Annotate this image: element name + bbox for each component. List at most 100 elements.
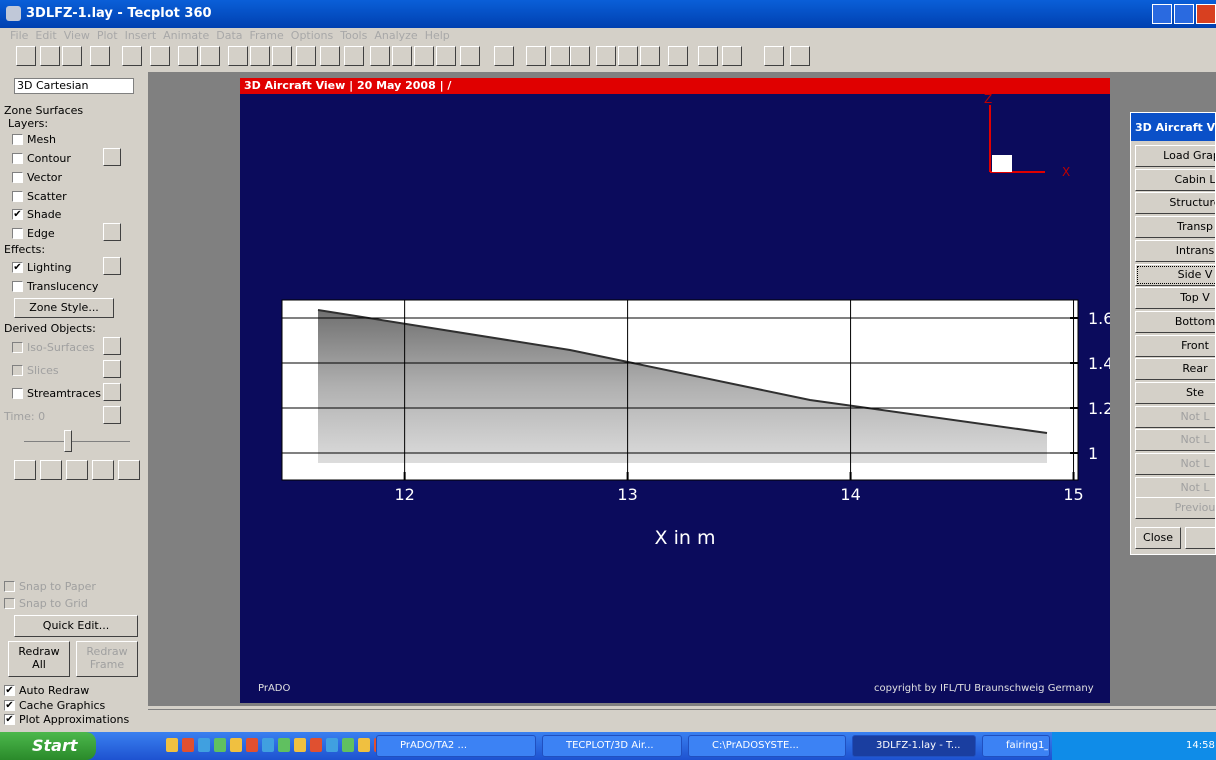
options-button[interactable] [103, 148, 121, 166]
taskbar-button[interactable] [852, 735, 976, 757]
zone-style-button[interactable]: Zone Style... [14, 298, 114, 318]
checkbox-label[interactable]: Lighting [27, 261, 72, 274]
slider-thumb[interactable] [64, 430, 72, 452]
toolbar-button[interactable] [640, 46, 660, 66]
checkbox-label[interactable]: Contour [27, 152, 71, 165]
checkbox-label[interactable]: Edge [27, 227, 55, 240]
menu-item[interactable]: Plot [96, 29, 118, 42]
toolbar-button[interactable] [122, 46, 142, 66]
options-button[interactable] [103, 383, 121, 401]
checkbox[interactable]: ✔ [4, 714, 15, 725]
quick-launch-icon[interactable] [342, 738, 354, 752]
redraw-all-button[interactable]: Redraw All [8, 641, 70, 677]
toolbar-button[interactable] [370, 46, 390, 66]
toolbar-button[interactable] [178, 46, 198, 66]
toolbar-button[interactable] [62, 46, 82, 66]
taskbar-button[interactable] [542, 735, 682, 757]
nav-button[interactable] [118, 460, 140, 480]
dialog-button[interactable]: Side V [1135, 263, 1215, 286]
quick-launch-icon[interactable] [182, 738, 194, 752]
quick-launch-icon[interactable] [198, 738, 210, 752]
dialog-button[interactable]: Intrans [1135, 239, 1215, 262]
checkbox-label[interactable]: Vector [27, 171, 63, 184]
menu-item[interactable]: Animate [163, 29, 210, 42]
taskbar-label[interactable]: PrADO/TA2 ... [400, 740, 467, 751]
toolbar-button[interactable] [436, 46, 456, 66]
toolbar-button[interactable] [16, 46, 36, 66]
toolbar-button[interactable] [272, 46, 292, 66]
checkbox[interactable] [12, 172, 23, 183]
checkbox-label[interactable]: Cache Graphics [19, 699, 106, 712]
checkbox-label[interactable]: Scatter [27, 190, 67, 203]
toolbar-button[interactable] [228, 46, 248, 66]
menu-item[interactable]: Insert [124, 29, 157, 42]
quick-launch-icon[interactable] [246, 738, 258, 752]
menu-item[interactable]: Options [290, 29, 334, 42]
dialog-button[interactable]: Cabin L [1135, 168, 1215, 191]
taskbar-label[interactable]: TECPLOT/3D Air... [566, 740, 654, 751]
nav-button[interactable] [14, 460, 36, 480]
toolbar-button[interactable] [764, 46, 784, 66]
quick-launch-icon[interactable] [310, 738, 322, 752]
nav-button[interactable] [92, 460, 114, 480]
nav-button[interactable] [66, 460, 88, 480]
taskbar-button[interactable] [376, 735, 536, 757]
checkbox[interactable]: ✔ [4, 700, 15, 711]
checkbox[interactable] [12, 191, 23, 202]
toolbar-button[interactable] [460, 46, 480, 66]
checkbox[interactable]: ✔ [12, 262, 23, 273]
dialog-button[interactable]: Ste [1135, 382, 1215, 404]
taskbar-label[interactable]: 3DLFZ-1.lay - T... [876, 740, 961, 751]
quick-launch-icon[interactable] [294, 738, 306, 752]
checkbox-label[interactable]: Translucency [27, 280, 99, 293]
quick-launch-icon[interactable] [358, 738, 370, 752]
dialog-button[interactable]: Structure [1135, 192, 1215, 215]
options-button[interactable] [103, 223, 121, 241]
quick-launch-icon[interactable] [278, 738, 290, 752]
minimize-button[interactable] [1152, 4, 1172, 24]
toolbar-button[interactable] [320, 46, 340, 66]
plot-type-select[interactable]: 3D Cartesian [14, 78, 134, 94]
checkbox[interactable]: ✔ [4, 685, 15, 696]
taskbar-label[interactable]: C:\PrADOSYSTE... [712, 740, 799, 751]
checkbox[interactable] [12, 281, 23, 292]
checkbox-label[interactable]: Auto Redraw [19, 684, 90, 697]
checkbox[interactable] [12, 388, 23, 399]
menu-item[interactable]: Analyze [374, 29, 418, 42]
quick-edit-button[interactable]: Quick Edit... [14, 615, 138, 637]
checkbox-label[interactable]: Streamtraces [27, 387, 101, 400]
checkbox[interactable] [12, 134, 23, 145]
toolbar-button[interactable] [668, 46, 688, 66]
toolbar-button[interactable] [90, 46, 110, 66]
menu-item[interactable]: Help [424, 29, 450, 42]
dialog-button[interactable]: Bottom [1135, 310, 1215, 333]
menu-item[interactable]: View [63, 29, 90, 42]
checkbox-label[interactable]: Plot Approximations [19, 713, 130, 726]
nav-button[interactable] [40, 460, 62, 480]
quick-launch-icon[interactable] [214, 738, 226, 752]
toolbar-button[interactable] [550, 46, 570, 66]
close-button[interactable] [1196, 4, 1216, 24]
checkbox-label[interactable]: Shade [27, 208, 62, 221]
start-label[interactable]: Start [32, 736, 78, 755]
menu-item[interactable]: Tools [340, 29, 368, 42]
checkbox[interactable] [12, 153, 23, 164]
toolbar-button[interactable] [150, 46, 170, 66]
toolbar-button[interactable] [494, 46, 514, 66]
toolbar-button[interactable] [618, 46, 638, 66]
checkbox[interactable]: ✔ [12, 209, 23, 220]
toolbar-button[interactable] [722, 46, 742, 66]
taskbar-button[interactable] [982, 735, 1050, 757]
toolbar-button[interactable] [414, 46, 434, 66]
toolbar-button[interactable] [250, 46, 270, 66]
toolbar-button[interactable] [344, 46, 364, 66]
toolbar-button[interactable] [698, 46, 718, 66]
toolbar-button[interactable] [570, 46, 590, 66]
dialog-button[interactable]: Front [1135, 334, 1215, 357]
quick-launch-icon[interactable] [166, 738, 178, 752]
menu-item[interactable]: Edit [35, 29, 57, 42]
dialog-button[interactable]: Top V [1135, 287, 1215, 310]
quick-launch-icon[interactable] [230, 738, 242, 752]
checkbox-label[interactable]: Mesh [27, 133, 56, 146]
checkbox[interactable] [12, 228, 23, 239]
